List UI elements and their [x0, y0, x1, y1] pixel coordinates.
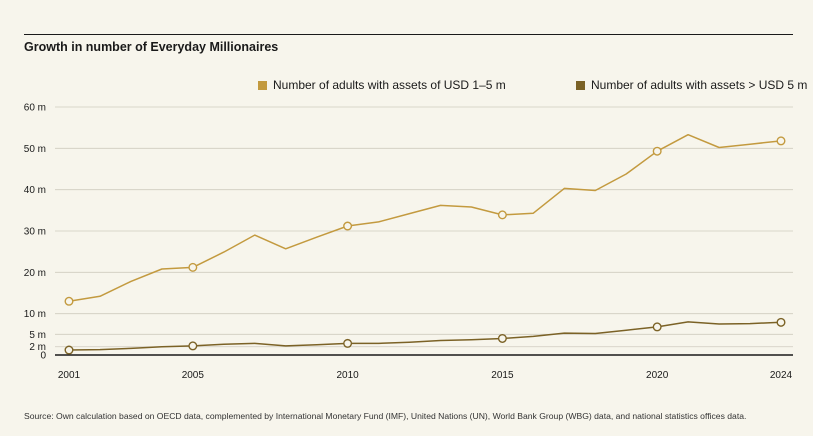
- y-tick-label: 20 m: [24, 268, 46, 279]
- x-tick-label: 2015: [491, 370, 514, 381]
- x-tick-label: 2020: [646, 370, 669, 381]
- x-tick-label: 2010: [336, 370, 359, 381]
- y-tick-label: 5 m: [29, 330, 46, 341]
- y-tick-label: 40 m: [24, 185, 46, 196]
- x-tick-label: 2005: [182, 370, 205, 381]
- series-2-marker: [776, 317, 786, 327]
- series-1-marker: [64, 296, 74, 306]
- legend-item-series-2: Number of adults with assets > USD 5 m: [576, 78, 807, 92]
- series-2-marker: [652, 322, 662, 332]
- y-tick-label: 60 m: [24, 103, 46, 114]
- series-1-marker: [652, 146, 662, 156]
- legend-label-series-1: Number of adults with assets of USD 1–5 …: [273, 78, 506, 92]
- y-tick-label: 30 m: [24, 227, 46, 238]
- y-tick-label: 10 m: [24, 309, 46, 320]
- chart-title: Growth in number of Everyday Millionaire…: [24, 40, 279, 54]
- series-2-marker: [497, 333, 507, 343]
- series-1-marker: [188, 262, 198, 272]
- series-1-line: [68, 133, 782, 303]
- series-2-marker: [64, 345, 74, 355]
- series-2-line: [68, 321, 782, 351]
- y-tick-label: 50 m: [24, 144, 46, 155]
- series-2-marker: [188, 341, 198, 351]
- top-rule: [24, 34, 793, 35]
- series-1-marker: [497, 210, 507, 220]
- series-1-marker: [343, 221, 353, 231]
- source-note: Source: Own calculation based on OECD da…: [24, 411, 747, 421]
- legend-swatch-series-2: [576, 80, 585, 90]
- x-tick-label: 2001: [58, 370, 81, 381]
- series-2-marker: [343, 338, 353, 348]
- x-tick-label: 2024: [770, 370, 793, 381]
- series-1-marker: [776, 136, 786, 146]
- y-tick-label: 0: [40, 351, 46, 362]
- legend-item-series-1: Number of adults with assets of USD 1–5 …: [258, 78, 506, 92]
- legend-swatch-series-1: [258, 80, 267, 90]
- y-tick-label: 2 m: [29, 342, 46, 353]
- legend-label-series-2: Number of adults with assets > USD 5 m: [591, 78, 808, 92]
